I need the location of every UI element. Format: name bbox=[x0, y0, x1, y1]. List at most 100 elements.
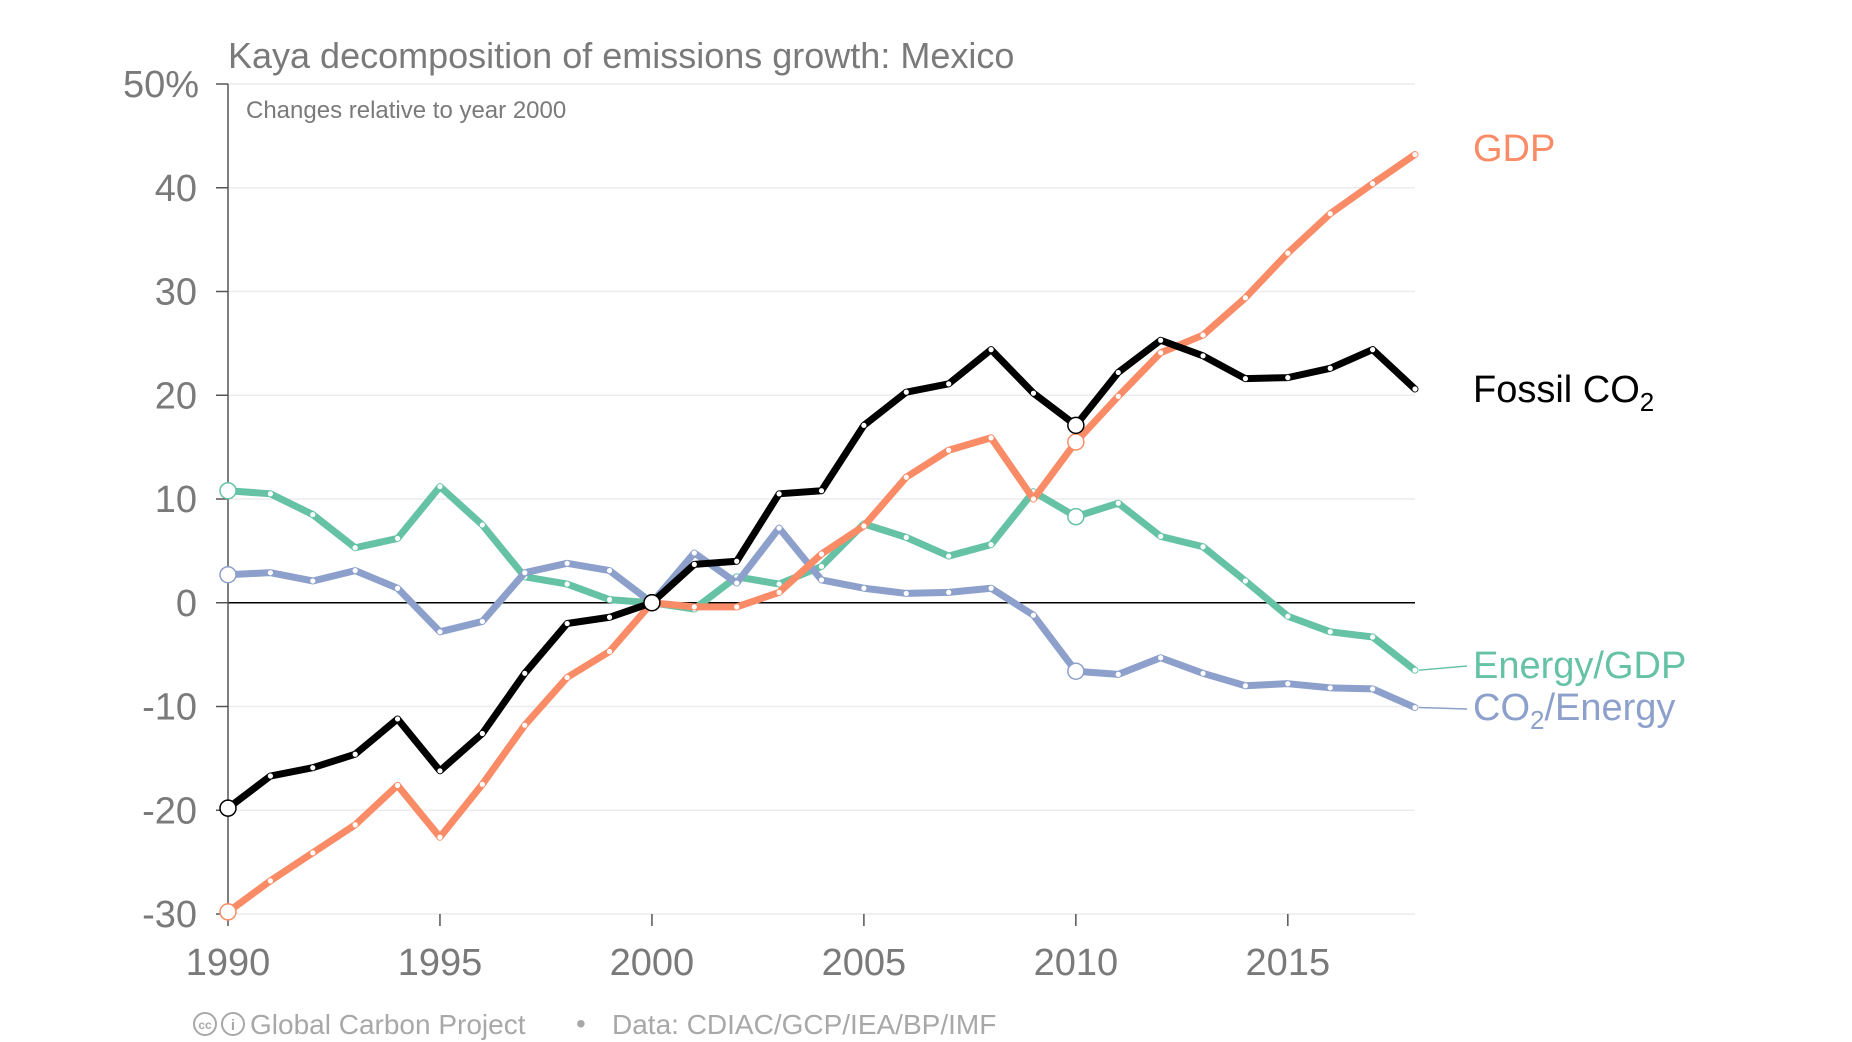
data-point-energy_gdp bbox=[818, 563, 825, 570]
data-point-co2_energy bbox=[691, 550, 697, 556]
data-point-co2_energy bbox=[394, 585, 401, 591]
data-point-gdp bbox=[1327, 211, 1333, 217]
data-point-energy_gdp bbox=[988, 542, 994, 548]
data-point-fossil bbox=[1067, 416, 1085, 435]
data-point-energy_gdp bbox=[564, 581, 570, 587]
data-point-co2_energy bbox=[437, 629, 443, 635]
label-co2-energy: CO2/Energy bbox=[1473, 687, 1675, 735]
chart-title: Kaya decomposition of emissions growth: … bbox=[228, 35, 1014, 76]
data-point-co2_energy bbox=[903, 590, 909, 597]
data-point-fossil bbox=[1412, 386, 1418, 392]
leader-energy-gdp bbox=[1418, 665, 1468, 671]
y-tick-label: 50% bbox=[123, 64, 199, 106]
data-point-fossil bbox=[606, 614, 613, 620]
data-point-co2_energy bbox=[988, 585, 994, 591]
data-point-co2_energy bbox=[310, 578, 316, 584]
data-point-gdp bbox=[1115, 393, 1121, 399]
data-point-co2_energy bbox=[1200, 670, 1206, 676]
data-point-energy_gdp bbox=[394, 535, 401, 542]
data-point-co2_energy bbox=[1030, 612, 1037, 618]
data-point-gdp bbox=[903, 474, 909, 480]
data-point-co2_energy bbox=[734, 580, 740, 586]
data-point-co2_energy bbox=[479, 618, 485, 625]
data-point-fossil bbox=[1285, 375, 1291, 381]
series-fossil bbox=[219, 336, 1419, 817]
y-tick-label: 10 bbox=[155, 479, 197, 521]
data-point-fossil bbox=[861, 422, 867, 428]
data-point-co2_energy bbox=[522, 570, 528, 576]
data-point-gdp bbox=[946, 447, 952, 453]
data-point-co2_energy bbox=[946, 589, 952, 595]
data-point-fossil bbox=[1370, 347, 1376, 353]
y-tick-label: 0 bbox=[176, 583, 197, 625]
data-point-co2_energy bbox=[1158, 655, 1164, 661]
data-point-fossil bbox=[1158, 337, 1164, 343]
data-point-fossil bbox=[903, 389, 909, 395]
attribution-icon bbox=[221, 1012, 245, 1036]
data-point-fossil bbox=[267, 773, 273, 779]
data-point-gdp bbox=[1370, 181, 1376, 187]
data-point-co2_energy bbox=[267, 570, 273, 576]
data-point-fossil bbox=[643, 594, 661, 612]
data-point-fossil bbox=[1030, 390, 1037, 396]
data-point-energy_gdp bbox=[1200, 544, 1206, 550]
series-gdp bbox=[219, 151, 1419, 921]
data-point-energy_gdp bbox=[352, 545, 358, 551]
data-point-gdp bbox=[267, 878, 273, 884]
data-point-co2_energy bbox=[606, 567, 613, 574]
footer-organization: Global Carbon Project bbox=[250, 1009, 526, 1040]
data-point-gdp bbox=[776, 589, 782, 595]
data-point-energy_gdp bbox=[437, 483, 443, 490]
data-point-gdp bbox=[437, 834, 443, 840]
footer: cc i Global Carbon Project • Data: CDIAC… bbox=[193, 1008, 996, 1040]
data-point-energy_gdp bbox=[1158, 533, 1164, 539]
data-point-energy_gdp bbox=[310, 511, 316, 518]
data-point-energy_gdp bbox=[776, 581, 782, 587]
chart-subtitle: Changes relative to year 2000 bbox=[246, 97, 566, 124]
series-lines bbox=[219, 151, 1419, 921]
label-energy-gdp: Energy/GDP bbox=[1473, 645, 1686, 687]
data-point-fossil bbox=[1200, 353, 1206, 359]
leader-co2-energy bbox=[1418, 706, 1468, 710]
data-point-energy_gdp bbox=[1285, 613, 1291, 619]
data-point-energy_gdp bbox=[1242, 578, 1249, 584]
data-point-gdp bbox=[1030, 496, 1037, 502]
data-point-co2_energy bbox=[1242, 683, 1249, 689]
data-point-energy_gdp bbox=[479, 522, 485, 528]
data-point-gdp bbox=[1067, 433, 1085, 451]
data-point-gdp bbox=[861, 523, 867, 529]
data-point-gdp bbox=[988, 435, 994, 441]
x-tick-label: 1995 bbox=[398, 942, 483, 984]
y-tick-label: -30 bbox=[142, 894, 197, 936]
data-point-energy_gdp bbox=[1115, 500, 1121, 506]
label-gdp: GDP bbox=[1473, 128, 1555, 170]
data-point-fossil bbox=[818, 488, 825, 494]
y-tick-label: 40 bbox=[155, 168, 197, 210]
y-tick-label: 30 bbox=[155, 272, 197, 314]
data-point-co2_energy bbox=[818, 577, 825, 583]
data-point-fossil bbox=[310, 765, 316, 771]
x-tick-label: 2000 bbox=[610, 942, 695, 984]
y-tick-label: -20 bbox=[142, 790, 197, 832]
y-axis-ticks: 50% 40 30 20 10 0 -10 -20 -30 bbox=[123, 64, 199, 936]
data-point-energy_gdp bbox=[267, 491, 273, 497]
data-point-energy_gdp bbox=[946, 553, 952, 559]
data-point-co2_energy bbox=[352, 567, 358, 574]
data-point-gdp bbox=[818, 551, 825, 557]
data-point-gdp bbox=[564, 674, 570, 681]
data-point-gdp bbox=[352, 822, 358, 828]
data-point-gdp bbox=[219, 903, 237, 921]
data-point-fossil bbox=[564, 620, 570, 627]
data-point-energy_gdp bbox=[606, 597, 613, 603]
data-point-fossil bbox=[394, 716, 401, 722]
x-tick-label: 2010 bbox=[1034, 942, 1119, 984]
x-tick-label: 2015 bbox=[1246, 942, 1331, 984]
y-tick-label: -10 bbox=[142, 687, 197, 729]
data-point-co2_energy bbox=[861, 585, 867, 591]
data-point-gdp bbox=[734, 604, 740, 610]
data-point-gdp bbox=[1412, 151, 1418, 158]
data-point-co2_energy bbox=[776, 525, 782, 531]
label-fossil-co2: Fossil CO2 bbox=[1473, 369, 1654, 417]
data-point-energy_gdp bbox=[1370, 634, 1376, 640]
